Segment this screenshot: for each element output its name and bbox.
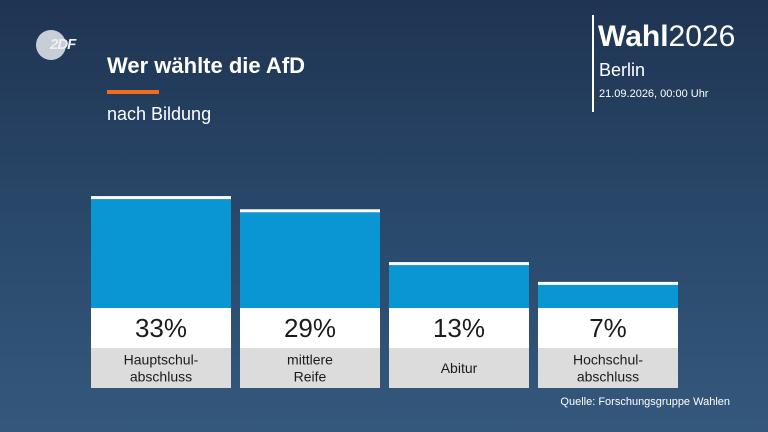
category-label-line: abschluss [577,369,639,385]
category-label-line: Abitur [441,360,478,376]
category-label-line: abschluss [130,369,192,385]
bar [538,284,678,308]
region-label: Berlin [599,60,646,80]
category-label-line: Reife [294,369,327,385]
data-label: 13% [433,313,485,343]
bar [389,265,529,308]
category-label: mittlere Reife [287,352,333,385]
broadcaster-logo [36,30,66,60]
category-box [389,348,529,388]
bar-cap [91,196,231,200]
election-brand: Wahl2026 [598,18,735,56]
broadcaster-logo-text: 2DF [50,36,76,53]
bar [91,199,231,308]
bar [240,212,380,308]
category-label-line: Hochschul- [573,352,643,368]
title-accent-line [107,90,159,94]
brand-year: 2026 [668,20,736,53]
bar-cap [240,209,380,213]
value-box [389,308,529,348]
chart-title: Wer wählte die AfD [107,53,306,78]
category-box [538,348,678,388]
value-box [538,308,678,348]
category-label: Abitur [441,360,478,376]
value-box [91,308,231,348]
category-label: Hauptschul-abschluss [124,352,199,385]
bar-cap [538,281,678,285]
category-box [91,348,231,388]
data-label: 33% [135,313,187,343]
source-label: Quelle: Forschungsgruppe Wahlen [560,396,730,408]
category-label-line: Hauptschul- [124,352,199,368]
brand-prefix: Wahl [598,20,669,53]
bar-cap [389,262,529,266]
data-label: 29% [284,313,336,343]
data-label: 7% [589,313,627,343]
brand-divider [592,15,594,112]
category-label-line: mittlere [287,352,333,368]
value-box [240,308,380,348]
category-label: Hochschul-abschluss [573,352,643,385]
category-box [240,348,380,388]
timestamp-label: 21.09.2026, 00:00 Uhr [599,88,709,100]
chart-subtitle: nach Bildung [107,104,212,124]
